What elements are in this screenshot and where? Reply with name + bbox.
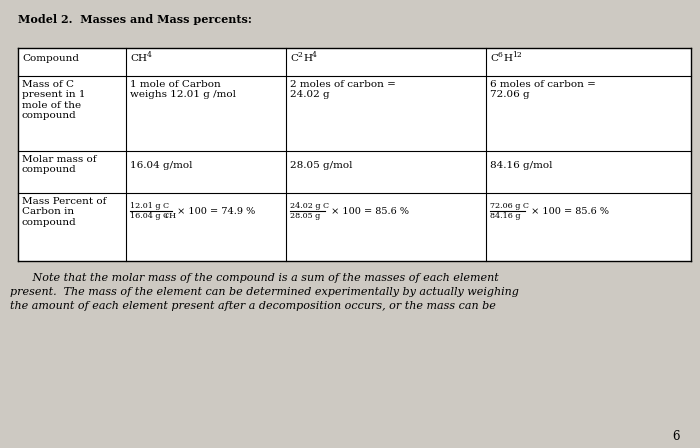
Text: 2 moles of carbon =
24.02 g: 2 moles of carbon = 24.02 g — [290, 80, 396, 99]
Text: 6: 6 — [497, 51, 502, 59]
Text: 6 moles of carbon =
72.06 g: 6 moles of carbon = 72.06 g — [490, 80, 596, 99]
Text: 2: 2 — [297, 51, 302, 59]
Text: 84.16 g: 84.16 g — [490, 212, 521, 220]
Text: Mass Percent of
Carbon in
compound: Mass Percent of Carbon in compound — [22, 197, 106, 227]
Text: 28.05 g: 28.05 g — [290, 212, 321, 220]
Text: × 100 = 85.6 %: × 100 = 85.6 % — [328, 207, 409, 215]
Text: H: H — [503, 54, 512, 63]
Text: × 100 = 85.6 %: × 100 = 85.6 % — [528, 207, 608, 215]
Text: 6: 6 — [673, 430, 680, 443]
Text: Compound: Compound — [22, 54, 79, 63]
Text: Molar mass of
compound: Molar mass of compound — [22, 155, 97, 174]
Text: present.  The mass of the element can be determined experimentally by actually w: present. The mass of the element can be … — [10, 287, 519, 297]
Text: C: C — [490, 54, 498, 63]
Text: H: H — [303, 54, 312, 63]
Text: 1 mole of Carbon
weighs 12.01 g /mol: 1 mole of Carbon weighs 12.01 g /mol — [130, 80, 236, 99]
Text: 12.01 g C: 12.01 g C — [130, 202, 169, 210]
Text: 16.04 g/mol: 16.04 g/mol — [130, 161, 192, 170]
Text: Model 2.  Masses and Mass percents:: Model 2. Masses and Mass percents: — [18, 14, 252, 25]
Bar — [18, 48, 691, 261]
Text: the amount of each element present after a decomposition occurs, or the mass can: the amount of each element present after… — [10, 301, 496, 311]
Text: CH: CH — [130, 54, 147, 63]
Text: × 100 = 74.9 %: × 100 = 74.9 % — [174, 207, 256, 215]
Text: 4: 4 — [312, 51, 317, 59]
Text: 72.06 g C: 72.06 g C — [490, 202, 529, 210]
Text: 84.16 g/mol: 84.16 g/mol — [490, 161, 552, 170]
Text: 24.02 g C: 24.02 g C — [290, 202, 329, 210]
Text: 4: 4 — [164, 214, 168, 219]
Text: 16.04 g CH: 16.04 g CH — [130, 212, 176, 220]
Text: C: C — [290, 54, 298, 63]
Text: 12: 12 — [512, 51, 522, 59]
Text: Mass of C
present in 1
mole of the
compound: Mass of C present in 1 mole of the compo… — [22, 80, 85, 120]
Text: 28.05 g/mol: 28.05 g/mol — [290, 161, 353, 170]
Text: Note that the molar mass of the compound is a sum of the masses of each element: Note that the molar mass of the compound… — [22, 273, 498, 283]
Text: 4: 4 — [147, 51, 152, 59]
